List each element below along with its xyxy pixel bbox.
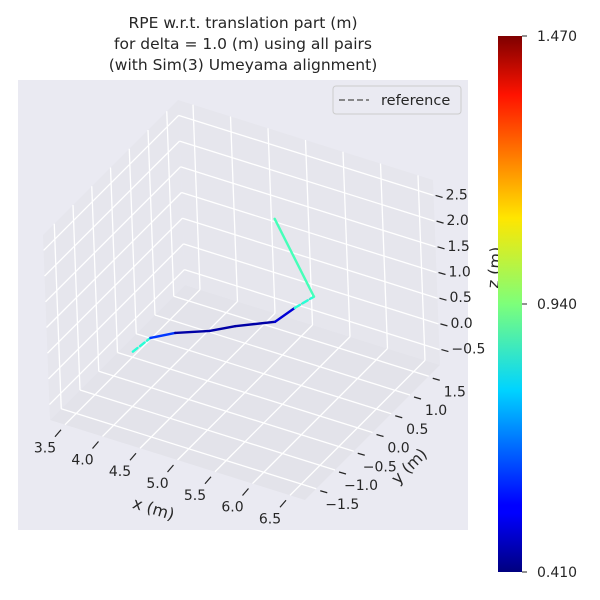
z-tick <box>440 323 448 327</box>
grid-line-z <box>48 269 185 406</box>
error-segment <box>208 324 237 333</box>
grid-line-z <box>183 243 439 325</box>
error-segment <box>293 295 316 310</box>
z-tick-label: 1.5 <box>448 239 470 255</box>
grid-line-y <box>117 351 373 434</box>
grid-line-z <box>182 217 438 299</box>
x-tick <box>204 476 212 485</box>
z-tick-label: −0.5 <box>451 342 485 358</box>
title-line-2: for delta = 1.0 (m) using all pairs <box>114 35 372 53</box>
y-tick-label: 1.0 <box>425 403 447 419</box>
y-tick-label: −1.0 <box>344 478 378 494</box>
x-tick-label: 5.5 <box>184 488 206 504</box>
y-tick <box>357 452 365 456</box>
x-tick-label: 6.0 <box>221 500 243 516</box>
y-tick <box>395 415 403 419</box>
grid-line-z <box>46 192 182 328</box>
grid-line-z <box>43 114 180 251</box>
grid-line-y <box>154 314 411 396</box>
x-tick-label: 3.5 <box>34 441 56 457</box>
z-tick <box>437 246 445 250</box>
grid-line-y <box>61 408 317 490</box>
x-tick <box>167 464 174 473</box>
z-tick-label: 0.5 <box>449 290 471 306</box>
x-tick <box>54 429 62 438</box>
grid-line-z <box>44 140 181 277</box>
x-tick-label: 5.0 <box>146 476 168 492</box>
error-segment <box>173 329 211 335</box>
grid-line-z <box>47 217 183 354</box>
grid-line-z <box>45 166 181 303</box>
z-tick-label: 0.0 <box>450 316 472 332</box>
colorbar-tick-mid: 0.940 <box>537 297 577 313</box>
grid-line-z <box>180 166 436 248</box>
z-tick-label: 2.0 <box>447 213 469 229</box>
y-tick <box>413 396 422 400</box>
z-tick <box>441 349 449 353</box>
z-tick <box>439 297 447 301</box>
grid-line-z <box>178 114 434 197</box>
legend-reference-label: reference <box>381 93 450 109</box>
z-tick-label: 2.5 <box>446 187 468 203</box>
grid-line-y <box>79 389 336 471</box>
x-tick <box>279 499 287 508</box>
y-tick-label: 1.5 <box>444 384 466 400</box>
colorbar-tick-min: 0.410 <box>537 565 577 581</box>
x-tick <box>129 452 137 461</box>
grid-line-z <box>179 140 435 222</box>
z-tick-label: 1.0 <box>449 265 471 281</box>
x-tick <box>92 441 99 449</box>
colorbar <box>498 36 522 572</box>
title-line-1: RPE w.r.t. translation part (m) <box>128 14 357 32</box>
grid-line-y <box>136 333 392 415</box>
error-segment <box>273 217 316 298</box>
error-segment <box>149 331 177 340</box>
z-tick <box>438 271 446 276</box>
colorbar-tick-max: 1.470 <box>537 29 577 45</box>
grid-line-z <box>181 191 437 274</box>
grid-line-z <box>184 268 440 351</box>
y-tick-label: 0.0 <box>387 441 409 457</box>
grid-line-y <box>173 295 429 377</box>
grid-line-z <box>47 243 184 380</box>
x-tick <box>242 488 249 496</box>
y-tick <box>320 490 328 494</box>
x-tick-label: 4.5 <box>109 464 131 480</box>
z-tick <box>435 194 443 198</box>
y-tick-label: 0.5 <box>406 422 428 438</box>
error-segment <box>273 306 297 324</box>
x-tick-label: 6.5 <box>259 511 281 527</box>
grid-line-y <box>98 370 354 452</box>
y-tick-label: −1.5 <box>325 497 359 513</box>
z-tick <box>436 220 444 224</box>
x-tick-label: 4.0 <box>71 452 93 468</box>
y-tick <box>376 433 384 438</box>
legend: reference <box>332 85 462 115</box>
error-segment <box>233 320 277 328</box>
error-segment <box>131 336 152 353</box>
legend-box <box>332 85 462 115</box>
y-tick <box>432 377 440 381</box>
y-tick <box>338 471 347 475</box>
y-tick-label: −0.5 <box>363 459 397 475</box>
title-line-3: (with Sim(3) Umeyama alignment) <box>109 56 378 74</box>
